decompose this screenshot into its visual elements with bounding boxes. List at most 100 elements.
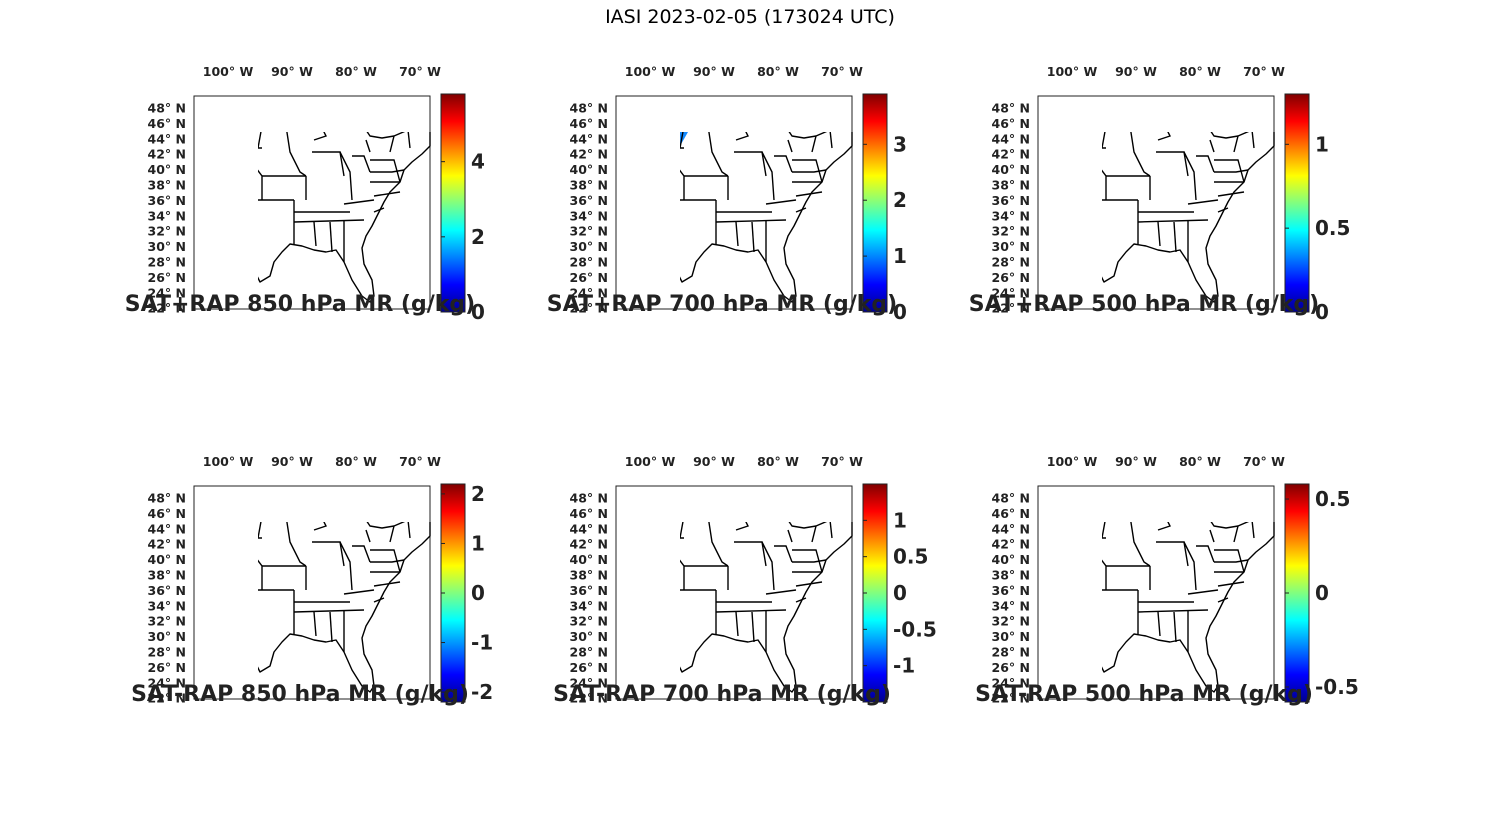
colorbar-tick-label: 1: [1315, 132, 1329, 156]
state-border: [795, 597, 807, 603]
lat-label: 22° N: [148, 301, 186, 316]
lat-label: 42° N: [148, 147, 186, 162]
lon-label: 70° W: [1243, 64, 1285, 79]
lat-label: 26° N: [148, 270, 186, 285]
lat-label: 46° N: [148, 506, 186, 521]
lat-label: 34° N: [570, 208, 608, 223]
us-outline: [258, 522, 431, 693]
state-border: [792, 159, 823, 183]
colorbar-tick-label: 0: [1315, 300, 1329, 324]
lat-label: 44° N: [992, 131, 1030, 146]
colorbar-tick-label: 0: [893, 300, 907, 324]
map-panel-3: 100° W 90° W 80° W 70° W 48° N 46° N 44° N 42° …: [969, 60, 1351, 330]
colorbar-tick-label: 0: [471, 581, 485, 605]
state-border: [1196, 155, 1215, 173]
state-border: [1251, 132, 1255, 149]
state-border: [293, 609, 365, 613]
lat-label: 42° N: [992, 147, 1030, 162]
lat-label: 30° N: [570, 629, 608, 644]
lat-label: 44° N: [148, 131, 186, 146]
panel-title: SAT-RAP 700 hPa MR (g/kg): [553, 682, 891, 707]
lat-label: 46° N: [992, 506, 1030, 521]
map-content: [258, 132, 431, 303]
colorbar-tick-label: -2: [471, 680, 493, 704]
state-border: [735, 611, 739, 637]
state-border: [343, 589, 375, 595]
lat-label: 28° N: [570, 255, 608, 270]
state-border: [1214, 169, 1249, 173]
us-outline: [680, 132, 853, 303]
state-border: [829, 132, 833, 149]
state-border: [370, 159, 401, 183]
state-border: [715, 609, 787, 613]
state-border: [1251, 522, 1255, 539]
lat-label: 24° N: [148, 285, 186, 300]
state-border: [680, 169, 685, 200]
state-border: [370, 549, 401, 573]
state-border: [1187, 199, 1219, 205]
colorbar-tick-label: -1: [893, 654, 915, 678]
lon-label: 100° W: [1047, 64, 1098, 79]
lat-label: 24° N: [992, 675, 1030, 690]
lat-label: 36° N: [148, 583, 186, 598]
state-border: [258, 522, 262, 539]
lat-label: 34° N: [148, 598, 186, 613]
lat-label: 38° N: [570, 178, 608, 193]
lat-label: 40° N: [148, 162, 186, 177]
lat-label: 22° N: [570, 691, 608, 706]
state-border: [339, 541, 353, 591]
lat-label: 26° N: [570, 660, 608, 675]
lat-label: 26° N: [992, 660, 1030, 675]
state-border: [1137, 219, 1209, 223]
map-content: [680, 132, 853, 303]
panel-title: SAT+RAP 700 hPa MR (g/kg): [546, 292, 898, 317]
state-border: [258, 132, 262, 149]
lat-label: 36° N: [992, 583, 1030, 598]
lat-label: 44° N: [148, 521, 186, 536]
lat-label: 24° N: [570, 675, 608, 690]
lat-label: 42° N: [570, 147, 608, 162]
lat-label: 48° N: [570, 491, 608, 506]
state-border: [792, 559, 827, 563]
colorbar-tick-label: 2: [471, 225, 485, 249]
map-content: [1102, 132, 1275, 303]
lat-label: 42° N: [148, 537, 186, 552]
state-border: [680, 559, 685, 590]
lon-label: 70° W: [1243, 454, 1285, 469]
state-border: [765, 199, 797, 205]
state-border: [765, 589, 797, 595]
lon-label: 80° W: [335, 64, 377, 79]
lon-label: 70° W: [399, 454, 441, 469]
lon-label: 80° W: [757, 64, 799, 79]
lon-label: 90° W: [271, 64, 313, 79]
lat-label: 38° N: [148, 178, 186, 193]
state-border: [751, 221, 755, 253]
state-border: [715, 219, 787, 223]
lat-label: 32° N: [992, 224, 1030, 239]
colorbar-tick-label: 2: [471, 482, 485, 506]
map-panel-1: 100° W 90° W 80° W 70° W 48° N 46° N 44° N 42° …: [125, 60, 485, 330]
lon-label: 100° W: [203, 454, 254, 469]
lon-label: 100° W: [1047, 454, 1098, 469]
lat-label: 48° N: [148, 491, 186, 506]
lat-label: 48° N: [570, 101, 608, 116]
state-border: [1173, 611, 1177, 643]
state-border: [373, 597, 385, 603]
state-border: [829, 522, 833, 539]
lat-label: 28° N: [992, 255, 1030, 270]
lat-label: 42° N: [992, 537, 1030, 552]
lat-label: 46° N: [992, 116, 1030, 131]
state-border: [761, 541, 775, 591]
map-content: [1102, 522, 1275, 693]
state-border: [811, 525, 817, 543]
lat-label: 26° N: [148, 660, 186, 675]
lat-label: 34° N: [992, 598, 1030, 613]
state-border: [708, 132, 729, 177]
map-frame: [1037, 485, 1275, 700]
state-border: [1187, 589, 1219, 595]
panel-title: SAT-RAP 850 hPa MR (g/kg): [131, 682, 469, 707]
lat-label: 46° N: [148, 116, 186, 131]
colorbar: [862, 93, 888, 313]
lat-label: 40° N: [992, 552, 1030, 567]
lat-label: 36° N: [148, 193, 186, 208]
